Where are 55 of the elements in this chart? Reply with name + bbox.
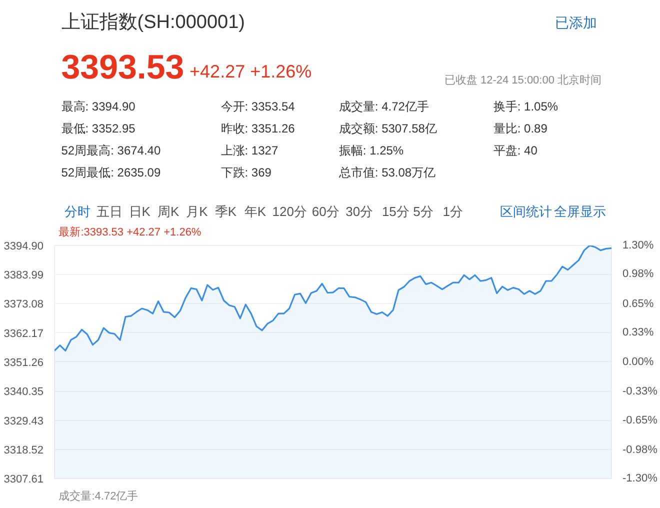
text: 区间统计 xyxy=(500,204,552,219)
text: 分时 xyxy=(64,204,91,219)
text: 量比: 0.89 xyxy=(493,122,548,136)
text: 五日 xyxy=(96,204,123,219)
y2-tick-label: 0.33% xyxy=(622,326,654,338)
text: 5分 xyxy=(413,204,434,219)
text: 成交量: 4.72亿手 xyxy=(338,100,429,114)
text: 1分 xyxy=(442,204,463,219)
text: 成交额: 5307.58亿 xyxy=(338,122,437,136)
text: 平盘: 40 xyxy=(493,144,538,158)
text: +42.27 +1.26% xyxy=(190,62,312,82)
text: 下跌: 369 xyxy=(220,166,272,180)
text: 已添加 xyxy=(554,14,597,30)
chart-title: 上证指数(SH:000001) xyxy=(61,12,245,33)
y-tick-label: 3351.26 xyxy=(4,356,44,369)
y2-tick-label: -0.98% xyxy=(622,444,658,456)
text: 最新:3393.53 +42.27 +1.26% xyxy=(58,226,202,238)
text: 30分 xyxy=(346,204,374,219)
text: 52周最低: 2635.09 xyxy=(61,166,161,180)
text: 周K xyxy=(157,204,180,219)
text: 今开: 3353.54 xyxy=(220,100,296,114)
text: 最低: 3352.95 xyxy=(61,122,136,136)
text: 120分 xyxy=(272,204,307,219)
text: 昨收: 3351.26 xyxy=(220,122,296,136)
text: 成交量:4.72亿手 xyxy=(58,490,138,502)
text: 15分 xyxy=(382,204,410,219)
y2-tick-label: -0.65% xyxy=(622,414,658,426)
y-tick-label: 3383.99 xyxy=(4,270,44,282)
text: 已收盘 12-24 15:00:00 北京时间 xyxy=(444,74,602,86)
text: 季K xyxy=(214,204,237,219)
y-tick-label: 3394.90 xyxy=(4,240,44,252)
y2-tick-label: -0.33% xyxy=(622,386,658,398)
y-tick-label: 3318.52 xyxy=(4,444,44,456)
text: 3393.53 xyxy=(61,48,184,86)
text: 总市值: 53.08万亿 xyxy=(338,166,436,180)
text: 最高: 3394.90 xyxy=(61,100,136,114)
y-tick-label: 3307.61 xyxy=(4,474,44,486)
text: 换手: 1.05% xyxy=(493,100,558,114)
y-tick-label: 3329.43 xyxy=(4,415,44,428)
y2-tick-label: 0.00% xyxy=(622,356,654,368)
text: 52周最高: 3674.40 xyxy=(61,144,161,158)
y-tick-label: 3373.08 xyxy=(4,298,44,311)
text: 振幅: 1.25% xyxy=(338,144,404,158)
y2-tick-label: 1.30% xyxy=(622,240,654,252)
text: 60分 xyxy=(312,204,340,219)
y-tick-label: 3340.35 xyxy=(4,386,44,398)
y-tick-label: 3362.17 xyxy=(4,328,44,340)
y2-tick-label: 0.98% xyxy=(622,268,654,280)
text: 日K xyxy=(128,204,151,219)
y2-tick-label: 0.65% xyxy=(622,298,654,310)
text: 年K xyxy=(244,204,266,219)
text: 全屏显示 xyxy=(554,204,606,219)
y2-tick-label: -1.30% xyxy=(622,472,658,484)
text: 月K xyxy=(186,204,208,219)
text: 上涨: 1327 xyxy=(220,144,278,158)
